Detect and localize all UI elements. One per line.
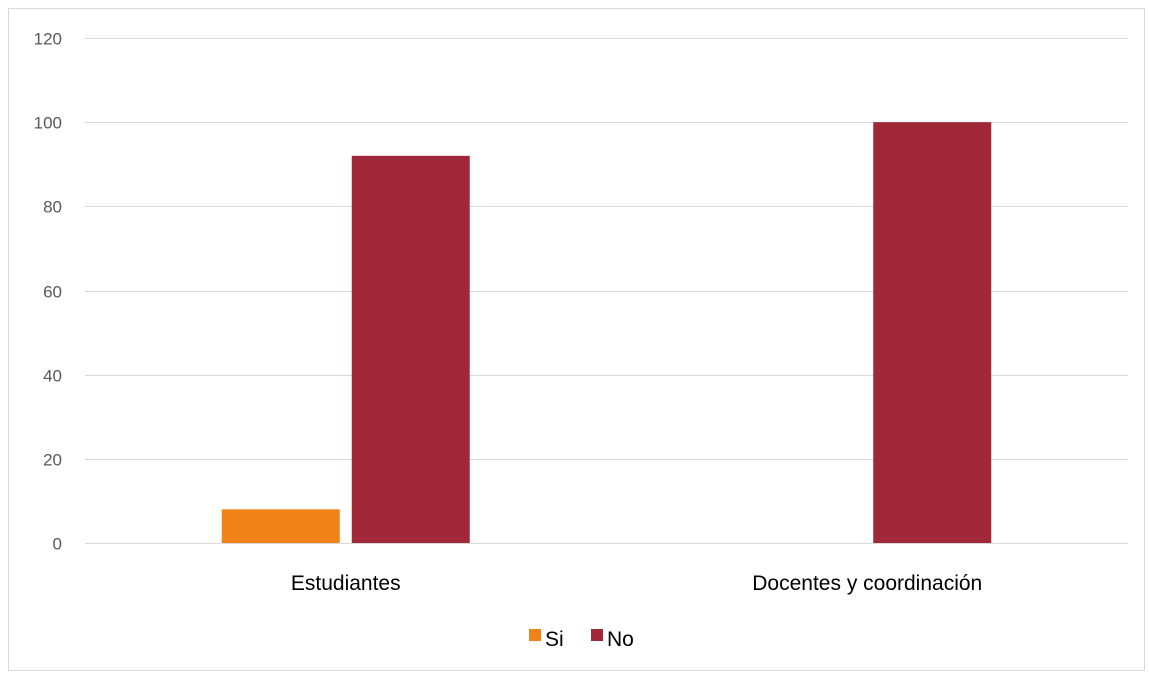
legend-label-no: No (607, 628, 634, 651)
y-tick-label-0: 0 (53, 535, 62, 554)
bar-si-0 (221, 509, 340, 543)
bar-no-0 (351, 155, 470, 544)
y-tick-label-120: 120 (34, 30, 62, 49)
y-tick-label-100: 100 (34, 114, 62, 133)
y-tick-label-20: 20 (43, 451, 62, 470)
x-tick-label-0: Estudiantes (291, 572, 401, 595)
bar-no-1 (873, 122, 992, 544)
legend-swatch-no (591, 629, 603, 641)
y-tick-label-60: 60 (43, 283, 62, 302)
legend-swatch-si (529, 629, 541, 641)
y-tick-label-80: 80 (43, 198, 62, 217)
bars (221, 122, 992, 544)
x-tick-label-1: Docentes y coordinación (752, 572, 982, 595)
legend-label-si: Si (545, 628, 564, 651)
x-axis-labels: Estudiantes Docentes y coordinación (291, 572, 982, 595)
legend: Si No (529, 628, 634, 651)
y-axis-ticks: 0 20 40 60 80 100 120 (34, 30, 62, 554)
y-tick-label-40: 40 (43, 367, 62, 386)
